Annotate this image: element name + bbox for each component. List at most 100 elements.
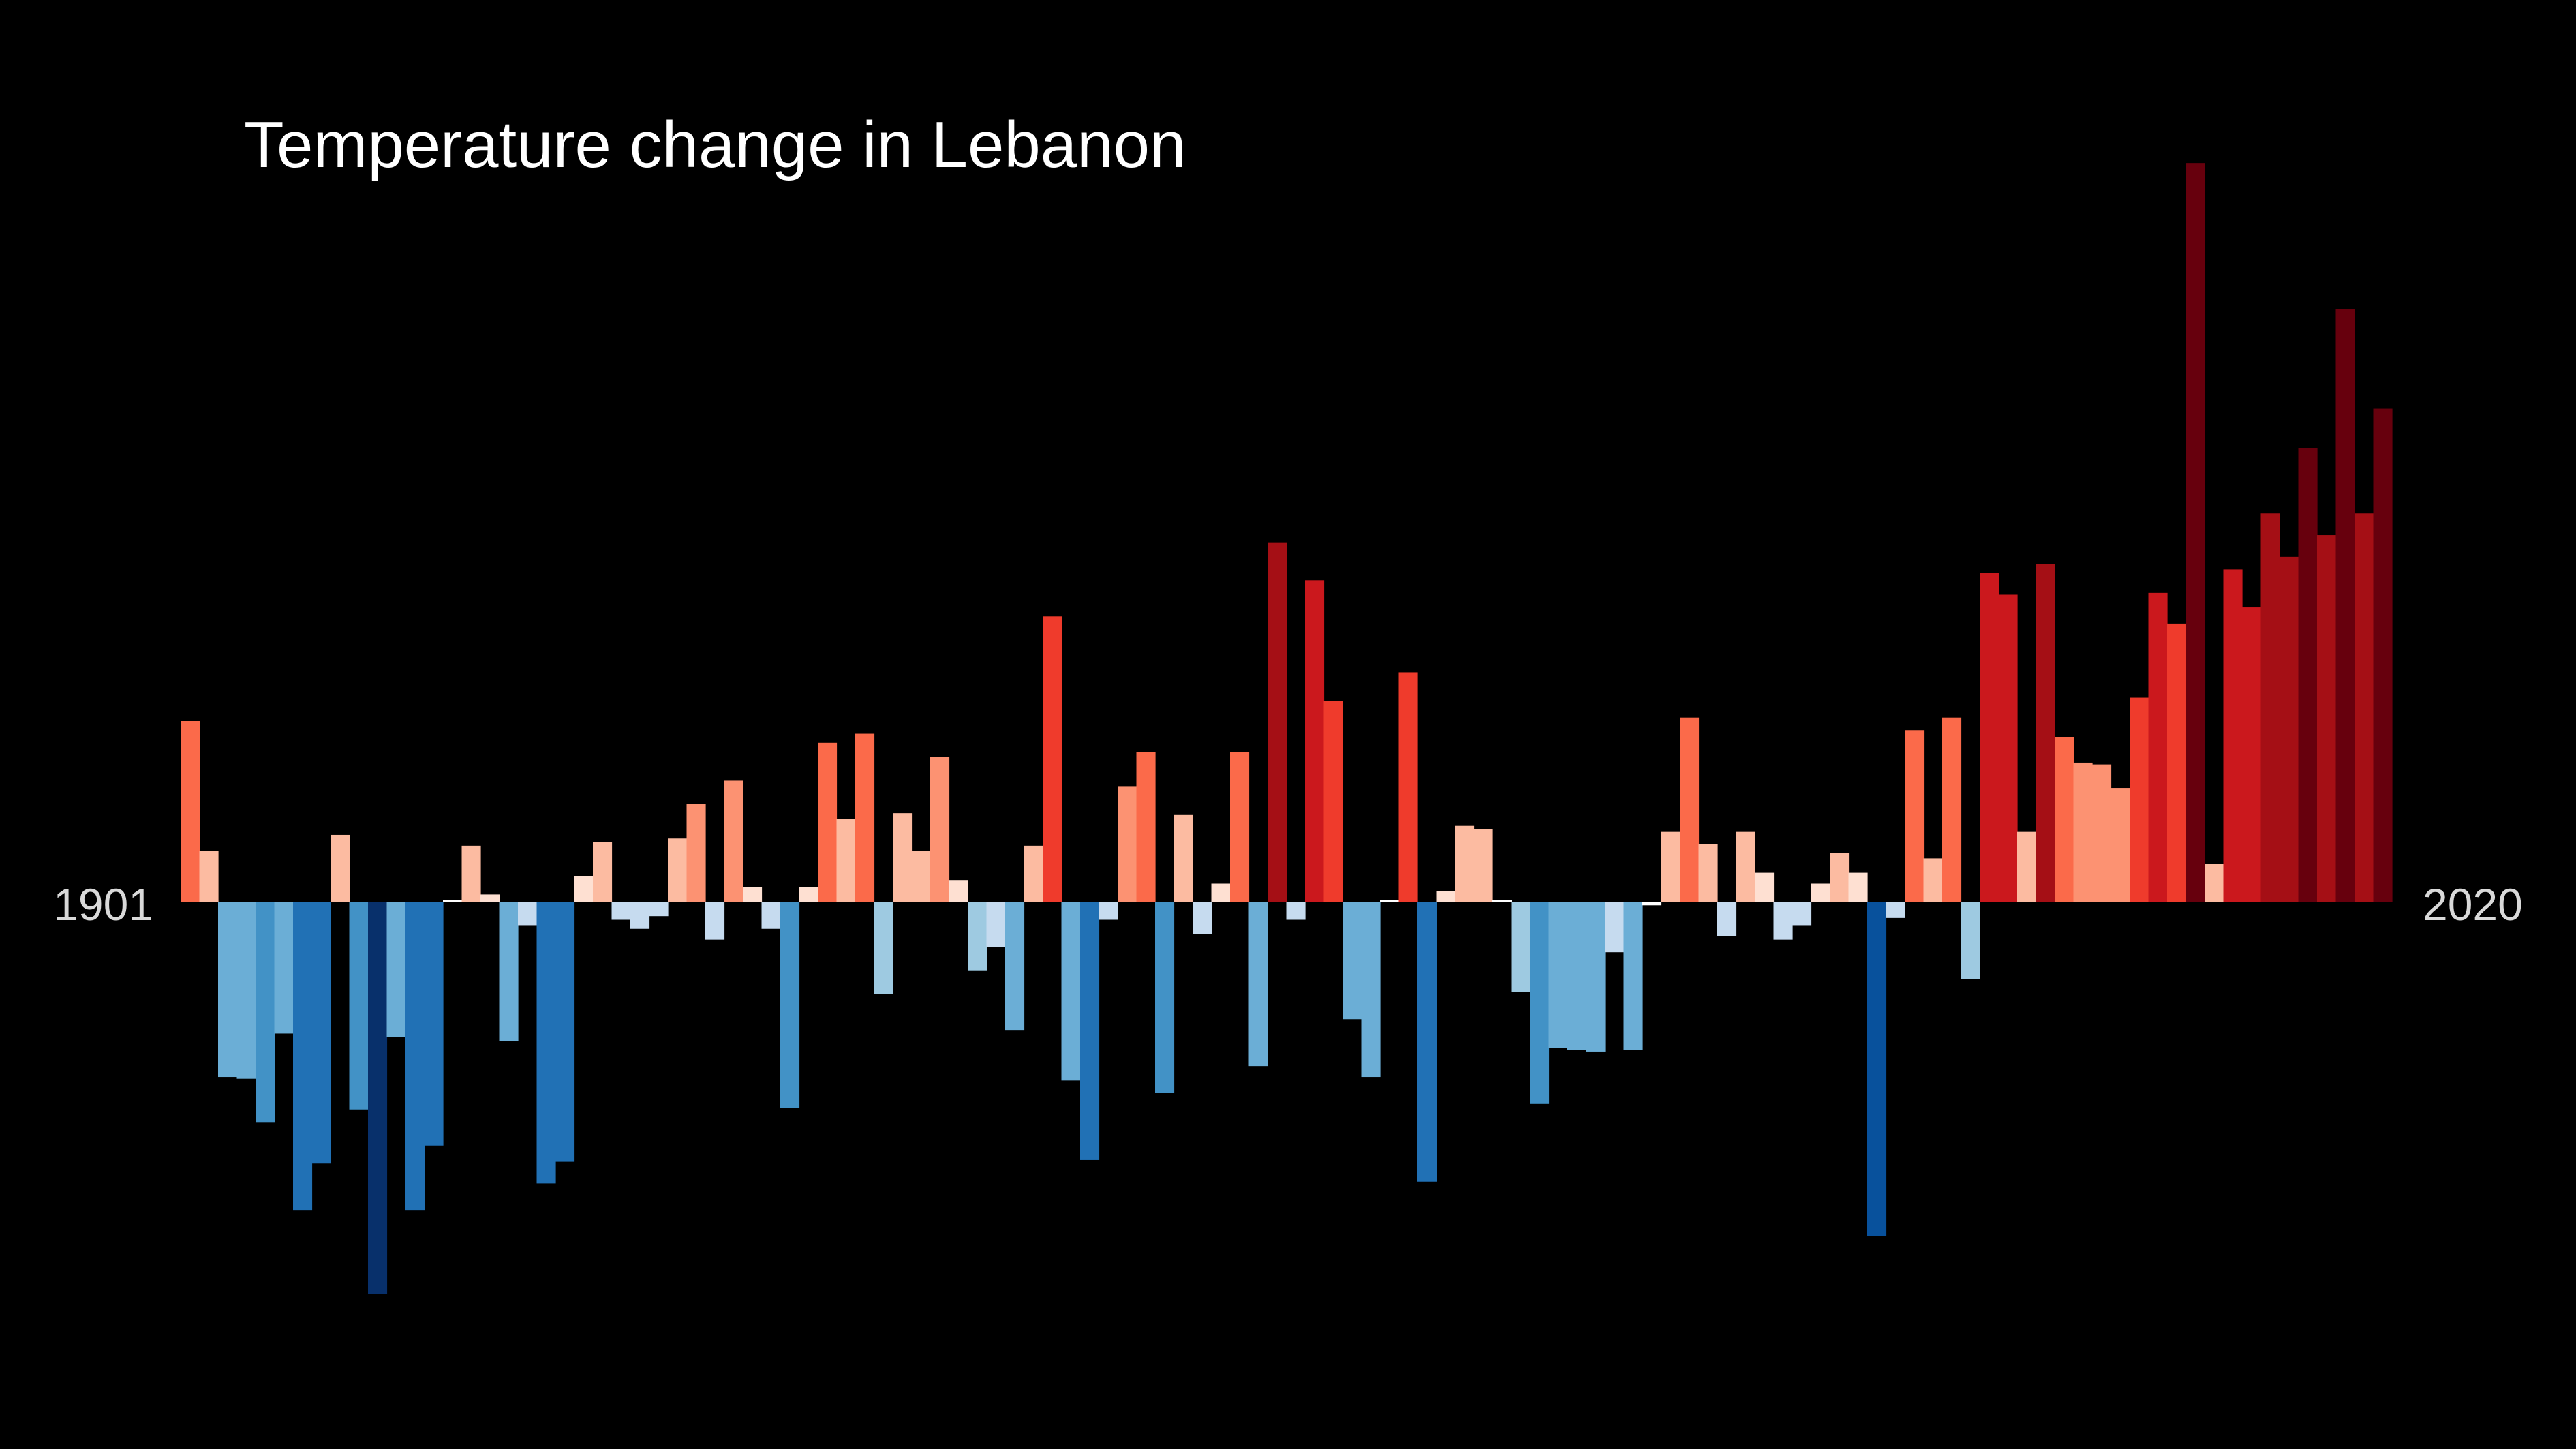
bar-1974 [1548, 902, 1568, 1048]
bar-1925 [630, 902, 650, 929]
bar-2005 [2130, 697, 2149, 902]
bar-1965 [1380, 900, 1400, 902]
bar-1937 [855, 733, 875, 902]
bar-2008 [2186, 163, 2205, 902]
bar-1976 [1586, 902, 1606, 1052]
bar-1928 [686, 804, 706, 902]
bar-2009 [2205, 864, 2224, 902]
bar-1973 [1530, 902, 1550, 1104]
bar-1951 [1118, 786, 1137, 902]
bar-1954 [1174, 814, 1193, 902]
bar-1903 [218, 902, 238, 1078]
bar-1913 [405, 902, 425, 1211]
bar-1950 [1099, 902, 1118, 920]
bar-1912 [386, 902, 406, 1037]
bar-1971 [1492, 900, 1512, 902]
bar-1993 [1905, 730, 1925, 902]
bar-1914 [424, 902, 444, 1146]
bar-1920 [536, 902, 556, 1184]
bar-1904 [236, 902, 256, 1079]
bar-1994 [1923, 858, 1943, 902]
bar-1923 [593, 842, 613, 902]
bar-1901 [181, 721, 200, 902]
bar-1946 [1024, 845, 1043, 902]
bar-1955 [1193, 902, 1212, 934]
bar-1984 [1736, 831, 1755, 902]
bar-1978 [1623, 902, 1643, 1050]
bar-1963 [1343, 902, 1362, 1020]
bar-1967 [1417, 902, 1437, 1182]
bar-2002 [2073, 762, 2093, 902]
bar-2012 [2260, 513, 2280, 902]
bar-1926 [649, 902, 669, 917]
bar-1908 [311, 902, 331, 1164]
bar-2018 [2373, 408, 2393, 902]
bar-1997 [1980, 573, 1999, 902]
bar-1915 [443, 900, 463, 902]
bar-1999 [2017, 831, 2037, 902]
bar-1942 [949, 880, 968, 902]
bar-2013 [2280, 556, 2299, 902]
bar-1944 [986, 902, 1006, 947]
bar-1960 [1286, 902, 1306, 920]
bar-1969 [1455, 825, 1475, 902]
bar-1922 [574, 876, 594, 902]
bar-1956 [1211, 883, 1231, 902]
bar-1953 [1155, 902, 1175, 1093]
bar-1940 [911, 851, 931, 902]
bar-1998 [1998, 594, 2018, 902]
bar-1945 [1005, 902, 1025, 1031]
bar-2000 [2036, 564, 2055, 902]
bar-1995 [1942, 717, 1962, 902]
bar-1952 [1136, 752, 1156, 902]
bar-1981 [1680, 717, 1700, 902]
bar-1983 [1717, 902, 1737, 936]
bar-2017 [2355, 513, 2374, 902]
bar-1936 [836, 819, 856, 902]
bar-1959 [1268, 542, 1287, 902]
bar-1977 [1605, 902, 1625, 953]
bar-1929 [705, 902, 725, 940]
bar-1968 [1436, 891, 1456, 902]
bar-1919 [518, 902, 538, 926]
bar-2010 [2223, 569, 2243, 902]
bar-1992 [1886, 902, 1905, 918]
bar-1934 [799, 887, 818, 902]
bar-1924 [611, 902, 631, 920]
bar-1933 [780, 902, 800, 1108]
bar-2016 [2335, 309, 2355, 902]
end-year-label: 2020 [2423, 879, 2523, 930]
bar-1902 [199, 851, 219, 902]
bar-1947 [1043, 616, 1062, 902]
bar-1910 [349, 902, 369, 1110]
bar-1909 [331, 834, 350, 902]
bar-1949 [1080, 902, 1100, 1160]
bar-1964 [1361, 902, 1381, 1078]
bar-1958 [1248, 902, 1268, 1067]
bar-2011 [2242, 607, 2262, 902]
bar-1941 [930, 757, 950, 902]
bar-1962 [1323, 701, 1343, 902]
start-year-label: 1901 [53, 879, 153, 930]
bar-1990 [1848, 872, 1868, 902]
bar-1931 [743, 887, 763, 902]
bar-1916 [461, 845, 481, 902]
bar-1972 [1511, 902, 1531, 992]
bar-1966 [1398, 672, 1418, 902]
bar-1948 [1061, 902, 1081, 1081]
bar-1935 [818, 742, 838, 902]
bar-2015 [2317, 535, 2337, 902]
bar-1905 [256, 902, 275, 1123]
bar-1957 [1230, 752, 1250, 902]
bar-1975 [1567, 902, 1587, 1050]
chart-title: Temperature change in Lebanon [244, 108, 1186, 181]
bars-group [181, 163, 2393, 1294]
bar-1961 [1305, 580, 1325, 902]
bar-1943 [968, 902, 987, 971]
bar-1939 [893, 813, 913, 902]
bar-1906 [274, 902, 294, 1034]
bar-1996 [1961, 902, 1980, 979]
bar-1979 [1642, 902, 1662, 906]
bar-1911 [368, 902, 388, 1294]
